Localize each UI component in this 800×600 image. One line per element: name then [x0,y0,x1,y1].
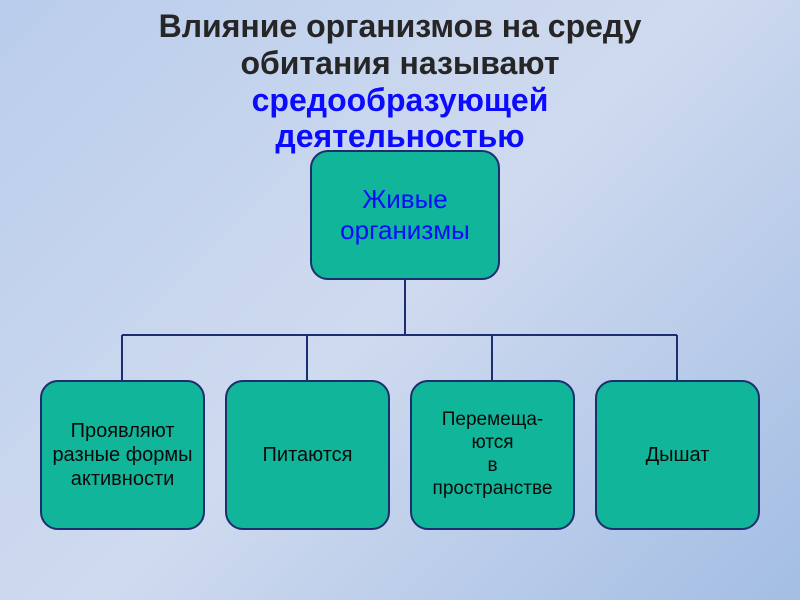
root-label-b: организмы [340,215,470,245]
slide-title: Влияние организмов на среду обитания наз… [0,8,800,155]
child-node-move: Перемеща- ются в пространстве [410,380,575,530]
child-move-d: пространстве [433,478,553,499]
child-node-activity: Проявляют разные формы активности [40,380,205,530]
title-text-2a: средообразующей [252,82,549,118]
child-node-breathe: Дышат [595,380,760,530]
child-label-move: Перемеща- ются в пространстве [433,409,553,500]
child-label-feed: Питаются [263,443,353,467]
title-text-1a: Влияние организмов на среду [159,8,642,44]
root-label-a: Живые [362,184,448,214]
title-line-1: Влияние организмов на среду обитания наз… [0,8,800,82]
slide: Влияние организмов на среду обитания наз… [0,0,800,600]
root-label: Живые организмы [340,184,470,246]
child-move-b: ются [471,432,513,453]
child-feed-a: Питаются [263,444,353,466]
child-activity-b: разные формы [52,444,192,466]
child-breathe-a: Дышат [646,444,710,466]
title-line-2: средообразующей деятельностью [0,82,800,156]
child-activity-c: активности [71,468,175,490]
child-move-a: Перемеща- [442,409,544,430]
root-node: Живые организмы [310,150,500,280]
child-label-activity: Проявляют разные формы активности [52,419,192,491]
child-activity-a: Проявляют [71,420,175,442]
title-text-2b: деятельностью [275,118,524,154]
child-move-c: в [487,455,497,476]
child-label-breathe: Дышат [646,443,710,467]
child-node-feed: Питаются [225,380,390,530]
org-chart: Живые организмы Проявляют разные формы а… [0,150,800,580]
title-text-1b: обитания называют [240,45,559,81]
